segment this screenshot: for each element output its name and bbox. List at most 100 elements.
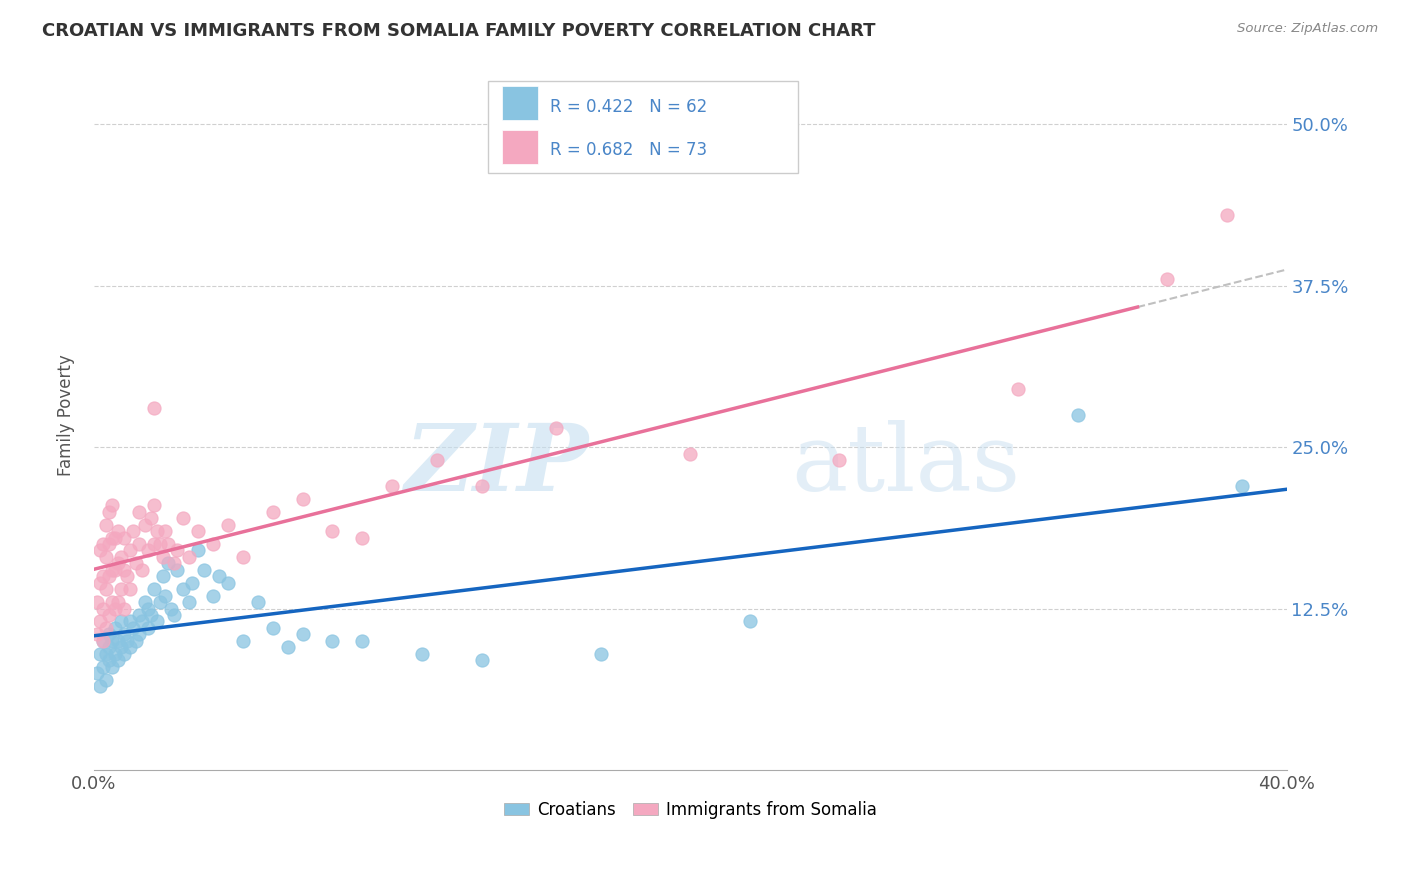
Point bbox=[152, 569, 174, 583]
Point bbox=[110, 582, 132, 597]
Point bbox=[112, 531, 135, 545]
Point bbox=[94, 621, 117, 635]
Point bbox=[157, 537, 180, 551]
Point bbox=[470, 479, 492, 493]
Point bbox=[321, 524, 343, 538]
Point bbox=[163, 607, 186, 622]
Point bbox=[94, 582, 117, 597]
Point bbox=[107, 524, 129, 538]
Point bbox=[97, 640, 120, 655]
Point bbox=[104, 563, 127, 577]
Point bbox=[128, 505, 150, 519]
Point bbox=[131, 615, 153, 629]
Point bbox=[217, 575, 239, 590]
Point bbox=[121, 621, 143, 635]
Point bbox=[142, 498, 165, 512]
Y-axis label: Family Poverty: Family Poverty bbox=[58, 354, 75, 475]
Point bbox=[115, 569, 138, 583]
Point bbox=[128, 607, 150, 622]
Point bbox=[112, 647, 135, 661]
Point bbox=[112, 627, 135, 641]
Point bbox=[738, 615, 761, 629]
Point bbox=[97, 653, 120, 667]
Point bbox=[89, 615, 111, 629]
FancyBboxPatch shape bbox=[502, 86, 537, 120]
Point bbox=[148, 595, 170, 609]
Point bbox=[94, 549, 117, 564]
Point bbox=[86, 627, 108, 641]
Point bbox=[277, 640, 299, 655]
Point bbox=[97, 569, 120, 583]
Point bbox=[107, 557, 129, 571]
Text: R = 0.682   N = 73: R = 0.682 N = 73 bbox=[550, 141, 707, 159]
Point bbox=[131, 563, 153, 577]
Point bbox=[110, 549, 132, 564]
FancyBboxPatch shape bbox=[502, 130, 537, 164]
Point bbox=[145, 524, 167, 538]
Point bbox=[291, 627, 314, 641]
Point bbox=[136, 621, 159, 635]
Point bbox=[101, 563, 124, 577]
Text: atlas: atlas bbox=[792, 419, 1021, 509]
Point bbox=[352, 633, 374, 648]
Point bbox=[181, 575, 204, 590]
Point bbox=[262, 621, 284, 635]
Point bbox=[110, 615, 132, 629]
Point bbox=[124, 557, 146, 571]
Point bbox=[104, 647, 127, 661]
Point bbox=[136, 601, 159, 615]
Point bbox=[381, 479, 404, 493]
Point bbox=[101, 531, 124, 545]
Point bbox=[97, 537, 120, 551]
Point bbox=[134, 595, 156, 609]
Point bbox=[1156, 272, 1178, 286]
Point bbox=[128, 627, 150, 641]
Text: CROATIAN VS IMMIGRANTS FROM SOMALIA FAMILY POVERTY CORRELATION CHART: CROATIAN VS IMMIGRANTS FROM SOMALIA FAMI… bbox=[42, 22, 876, 40]
Point bbox=[104, 621, 127, 635]
Point bbox=[160, 601, 183, 615]
Point bbox=[1067, 408, 1090, 422]
Point bbox=[321, 633, 343, 648]
Point bbox=[546, 421, 568, 435]
Point bbox=[232, 549, 254, 564]
Point bbox=[470, 653, 492, 667]
Point bbox=[139, 511, 162, 525]
Point bbox=[142, 582, 165, 597]
Point bbox=[91, 633, 114, 648]
Point bbox=[208, 569, 231, 583]
Point bbox=[118, 640, 141, 655]
Point bbox=[112, 601, 135, 615]
Point bbox=[101, 659, 124, 673]
Point bbox=[91, 659, 114, 673]
Text: Source: ZipAtlas.com: Source: ZipAtlas.com bbox=[1237, 22, 1378, 36]
Point bbox=[179, 549, 201, 564]
Point bbox=[91, 537, 114, 551]
Point bbox=[110, 640, 132, 655]
Point bbox=[112, 563, 135, 577]
Point bbox=[121, 524, 143, 538]
Legend: Croatians, Immigrants from Somalia: Croatians, Immigrants from Somalia bbox=[498, 794, 883, 826]
Point bbox=[179, 595, 201, 609]
FancyBboxPatch shape bbox=[488, 81, 797, 173]
Point bbox=[124, 633, 146, 648]
Point bbox=[262, 505, 284, 519]
Text: R = 0.422   N = 62: R = 0.422 N = 62 bbox=[550, 98, 707, 116]
Point bbox=[101, 595, 124, 609]
Point bbox=[86, 666, 108, 681]
Point bbox=[91, 601, 114, 615]
Point bbox=[104, 531, 127, 545]
Point bbox=[136, 543, 159, 558]
Point bbox=[152, 549, 174, 564]
Point bbox=[589, 647, 612, 661]
Point bbox=[202, 537, 225, 551]
Point bbox=[232, 633, 254, 648]
Point bbox=[411, 647, 433, 661]
Point bbox=[187, 543, 209, 558]
Point bbox=[193, 563, 215, 577]
Point bbox=[1216, 208, 1239, 222]
Point bbox=[187, 524, 209, 538]
Point bbox=[246, 595, 269, 609]
Point bbox=[115, 633, 138, 648]
Point bbox=[107, 595, 129, 609]
Point bbox=[101, 633, 124, 648]
